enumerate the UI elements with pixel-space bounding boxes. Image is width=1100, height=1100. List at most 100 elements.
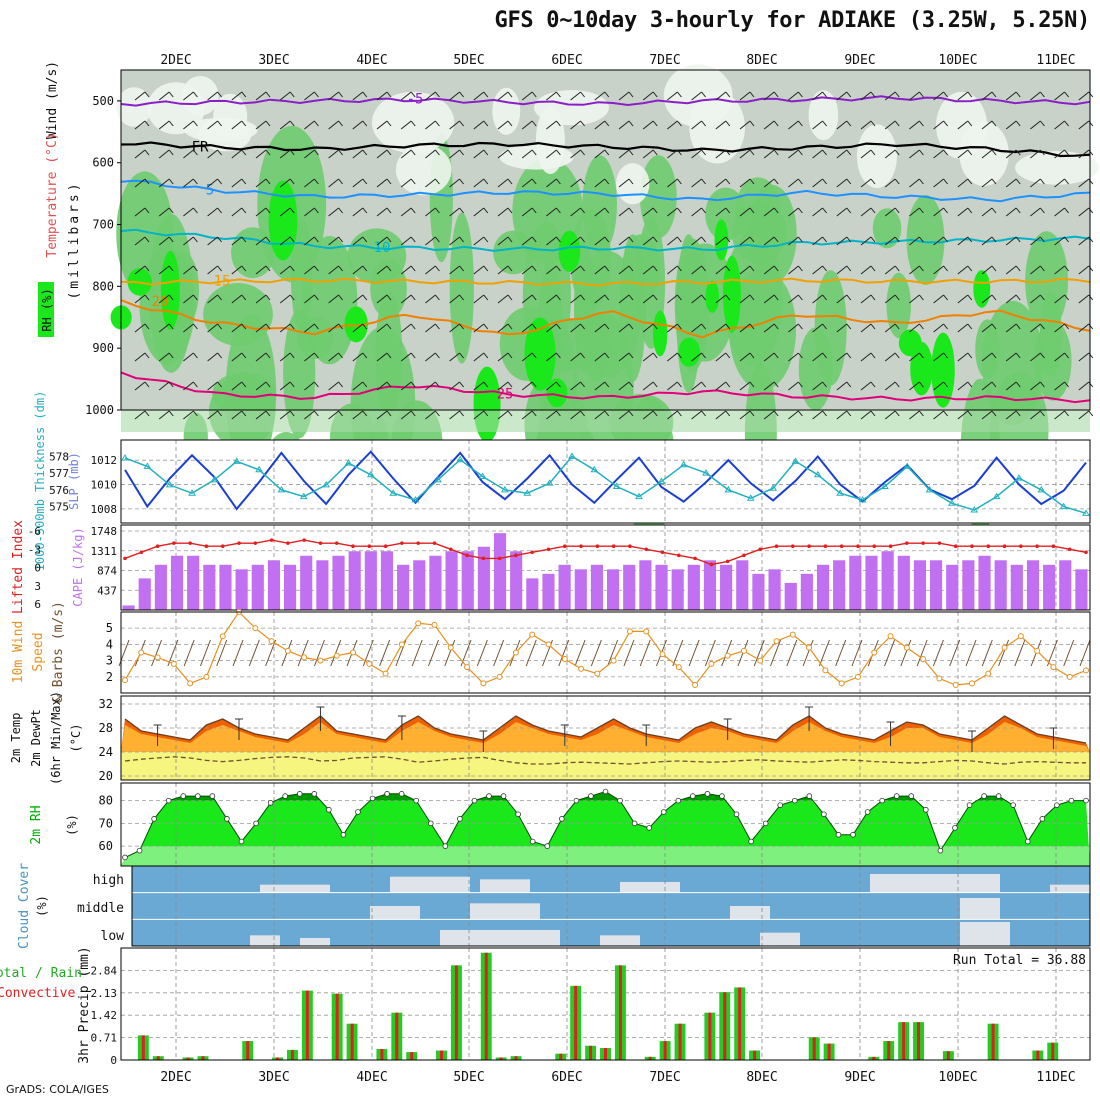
wind-barb bbox=[231, 207, 243, 217]
thickness-marker bbox=[366, 470, 375, 478]
surface-wind-barb bbox=[493, 639, 505, 667]
cloud-block bbox=[440, 930, 560, 946]
lifted-index-marker bbox=[334, 541, 339, 545]
surface-wind-barb bbox=[623, 639, 635, 667]
wind-barb-flag bbox=[556, 207, 561, 214]
wind-barb bbox=[304, 236, 315, 246]
wind-tick-label: 2 bbox=[106, 670, 113, 684]
precip-convective-bar bbox=[440, 1050, 444, 1060]
wind-barb bbox=[594, 410, 606, 420]
wind-barb-flag bbox=[556, 323, 561, 330]
wind-barb-flag bbox=[894, 178, 900, 185]
wind-barb-flag bbox=[580, 91, 585, 98]
rh2m-marker bbox=[1024, 838, 1031, 845]
lifted-index-marker bbox=[269, 538, 274, 542]
cape-bar bbox=[219, 564, 232, 610]
wind-barb-flag bbox=[193, 236, 198, 243]
cape-bar bbox=[720, 564, 733, 610]
wind-barb bbox=[570, 294, 581, 304]
wind-barb-flag bbox=[822, 120, 827, 127]
rh2m-marker bbox=[995, 793, 1002, 799]
wind-barb-flag bbox=[314, 236, 319, 243]
wind-barb bbox=[546, 236, 557, 246]
wind-barb-flag bbox=[943, 294, 948, 301]
precip-convective-bar bbox=[753, 1050, 757, 1060]
wind-barb-flag bbox=[1088, 410, 1094, 417]
thickness-marker bbox=[635, 492, 643, 500]
wind-barb-flag bbox=[1040, 352, 1045, 359]
lifted-index-marker bbox=[204, 544, 209, 549]
wind-barb-flag bbox=[531, 236, 537, 243]
wind-barb-flag bbox=[846, 236, 852, 243]
thickness-marker bbox=[836, 489, 845, 496]
cape-bar bbox=[1043, 564, 1056, 610]
wind-barb bbox=[933, 91, 944, 101]
wind-barb-flag bbox=[241, 410, 247, 417]
isotherm-line bbox=[120, 141, 1091, 158]
wind-barb bbox=[836, 236, 848, 246]
wind-barb-flag bbox=[749, 91, 755, 98]
wind-barb bbox=[860, 294, 872, 304]
wind-barb bbox=[1078, 149, 1090, 159]
wind-barb bbox=[884, 294, 896, 304]
wind-barb-flag bbox=[580, 352, 585, 359]
wind-barb bbox=[304, 265, 315, 275]
wind-barb-flag bbox=[725, 120, 731, 127]
thickness-marker bbox=[1082, 509, 1090, 516]
wind-barb bbox=[715, 91, 727, 101]
wind-barb bbox=[763, 149, 775, 159]
wind-barb-flag bbox=[749, 323, 755, 330]
cape-bar bbox=[768, 569, 781, 610]
wind-barb-flag bbox=[604, 207, 610, 214]
wind-barb-flag bbox=[144, 410, 150, 417]
cape-bar bbox=[962, 560, 975, 610]
wind-barb-flag bbox=[798, 323, 803, 330]
cape-bar bbox=[477, 546, 490, 610]
wind-barb-flag bbox=[168, 120, 174, 127]
wind-barb-flag bbox=[435, 381, 440, 388]
precip-convective-bar bbox=[648, 1056, 652, 1060]
wind-barb-flag bbox=[144, 149, 150, 156]
wind-barb bbox=[594, 381, 606, 391]
wind-barb-flag bbox=[725, 381, 731, 388]
wind-barb bbox=[1030, 120, 1041, 130]
lifted-index-marker bbox=[416, 541, 420, 545]
wind-barb-flag bbox=[846, 410, 852, 417]
rh2m-marker bbox=[136, 847, 143, 854]
isotherm-label: FR bbox=[192, 139, 209, 155]
wind-barb-flag bbox=[386, 381, 392, 388]
cape-bar bbox=[1010, 564, 1023, 610]
wind-barb bbox=[497, 207, 509, 217]
wind-barb-flag bbox=[217, 149, 222, 156]
wind-barb-flag bbox=[846, 149, 852, 156]
wind-barb-flag bbox=[1088, 149, 1094, 156]
wind-speed-marker bbox=[578, 665, 585, 672]
wind-barb-flag bbox=[604, 91, 610, 98]
wind-barb-flag bbox=[773, 236, 779, 243]
surface-wind-barb bbox=[297, 639, 309, 667]
wind-barb-flag bbox=[991, 381, 997, 388]
wind-barb-flag bbox=[507, 323, 513, 330]
wind-barb bbox=[981, 178, 993, 188]
wind-barb bbox=[618, 149, 630, 159]
wind-barb-flag bbox=[168, 149, 174, 156]
wind-barb-flag bbox=[483, 149, 489, 156]
date-label-top: 10DEC bbox=[938, 53, 977, 68]
wind-barb-flag bbox=[604, 410, 610, 417]
lifted-index-marker bbox=[742, 553, 746, 558]
wind-barb bbox=[521, 149, 533, 159]
wind-barb-flag bbox=[483, 207, 489, 214]
rh-side-label: RH (%) bbox=[40, 288, 54, 331]
wind-barb-flag bbox=[1015, 381, 1021, 388]
wind-barb-flag bbox=[338, 91, 343, 98]
wind-barb bbox=[255, 207, 267, 217]
wind-barb bbox=[400, 120, 412, 130]
wind-barb-flag bbox=[410, 323, 416, 330]
wind-barb bbox=[836, 265, 848, 275]
wind-barb bbox=[1005, 207, 1017, 217]
wind-barb-flag bbox=[241, 265, 247, 272]
wind-barb-flag bbox=[725, 265, 731, 272]
wind-barb-flag bbox=[241, 352, 247, 359]
wind-barb bbox=[1054, 294, 1065, 304]
wind-speed-marker bbox=[692, 682, 699, 688]
